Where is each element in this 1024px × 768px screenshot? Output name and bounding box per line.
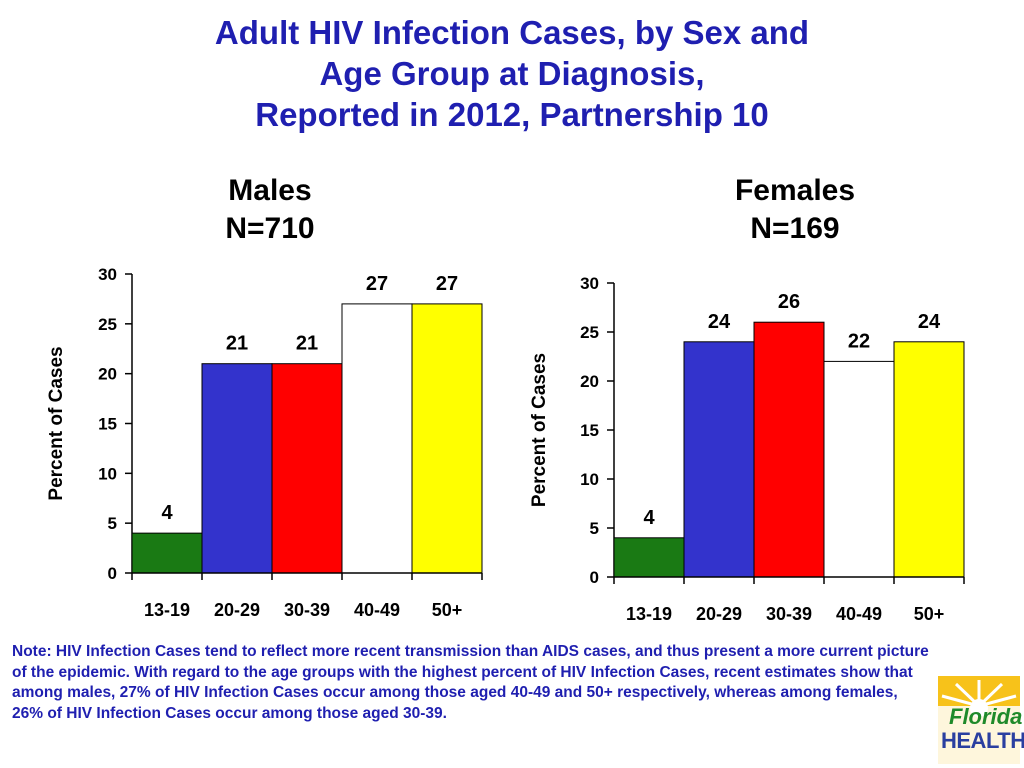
males-x-tick-label: 30-39 — [284, 600, 330, 620]
florida-health-logo — [938, 676, 1020, 764]
males-data-label: 27 — [366, 273, 388, 295]
females-x-tick-label: 50+ — [914, 604, 945, 624]
females-data-label: 4 — [643, 507, 655, 529]
females-count: N=169 — [750, 212, 840, 245]
females-y-tick-label: 15 — [580, 421, 599, 440]
males-y-tick-label: 20 — [98, 365, 117, 384]
males-data-label: 4 — [161, 502, 173, 524]
males-bar-50+ — [411, 303, 483, 574]
males-data-label: 21 — [226, 333, 248, 355]
females-y-tick-label: 5 — [590, 519, 599, 538]
males-bar-20-29 — [201, 363, 273, 574]
males-y-tick-label: 5 — [108, 514, 117, 533]
females-bar-13-19 — [613, 537, 685, 578]
females-bar-40-49 — [823, 360, 895, 578]
males-x-tick-label: 40-49 — [354, 600, 400, 620]
females-data-label: 22 — [848, 330, 870, 352]
males-panel-title: Males N=710 — [120, 172, 420, 248]
males-bar-30-39 — [271, 363, 343, 574]
males-title: Males — [228, 174, 312, 207]
logo-text-florida: Florida — [949, 704, 1023, 729]
males-y-tick-label: 0 — [108, 564, 117, 583]
females-data-label: 24 — [918, 311, 941, 333]
males-x-tick-label: 50+ — [432, 600, 463, 620]
title-line-2: Age Group at Diagnosis, — [319, 55, 705, 92]
females-x-tick-label: 30-39 — [766, 604, 812, 624]
females-panel-title: Females N=169 — [645, 172, 945, 248]
females-title: Females — [734, 174, 856, 207]
note-text: Note: HIV Infection Cases tend to reflec… — [12, 643, 929, 722]
females-y-axis-label: Percent of Cases — [529, 353, 550, 507]
males-bar-40-49 — [341, 303, 413, 574]
females-bar-30-39 — [753, 321, 825, 578]
females-y-tick-label: 20 — [580, 372, 599, 391]
males-count: N=710 — [225, 212, 315, 245]
females-data-label: 26 — [778, 291, 800, 313]
females-x-tick-label: 13-19 — [626, 604, 672, 624]
title-line-1: Adult HIV Infection Cases, by Sex and — [214, 14, 810, 51]
logo-text-health: HEALTH — [941, 728, 1024, 753]
females-y-tick-label: 30 — [580, 274, 599, 293]
slide-title: Adult HIV Infection Cases, by Sex and Ag… — [0, 12, 1024, 135]
males-bar-13-19 — [131, 532, 203, 574]
females-y-tick-label: 0 — [590, 568, 599, 587]
males-y-tick-label: 10 — [98, 464, 117, 483]
males-data-label: 27 — [436, 273, 458, 295]
title-line-3: Reported in 2012, Partnership 10 — [255, 96, 769, 133]
males-x-tick-label: 13-19 — [144, 600, 190, 620]
females-bar-50+ — [893, 341, 965, 578]
females-bar-20-29 — [683, 341, 755, 578]
males-y-tick-label: 30 — [98, 265, 117, 284]
males-y-axis-label: Percent of Cases — [46, 346, 67, 500]
males-y-tick-label: 15 — [98, 415, 117, 434]
males-data-label: 21 — [296, 333, 318, 355]
males-x-tick-label: 20-29 — [214, 600, 260, 620]
charts-canvas: 0 5 10 15 20 25 30 Percent of Cases 4 21 21 27 27 13-… — [46, 265, 965, 624]
females-x-tick-label: 20-29 — [696, 604, 742, 624]
females-data-label: 24 — [708, 311, 731, 333]
females-x-tick-label: 40-49 — [836, 604, 882, 624]
females-y-tick-label: 25 — [580, 323, 599, 342]
females-y-tick-label: 10 — [580, 470, 599, 489]
males-y-tick-label: 25 — [98, 315, 117, 334]
